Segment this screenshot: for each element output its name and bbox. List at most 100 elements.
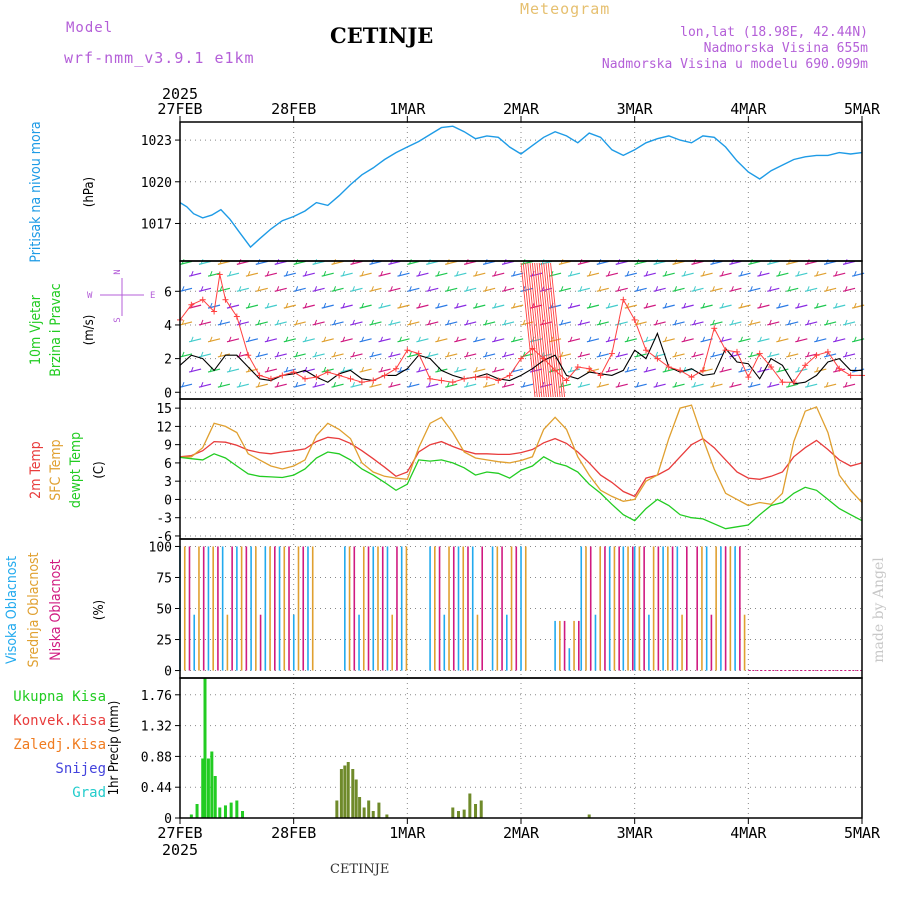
wind-barb-flag <box>598 351 602 358</box>
wind-barb-flag <box>465 259 469 265</box>
wind-barb-flag <box>560 351 564 358</box>
x-tick-label: 28FEB <box>271 100 316 118</box>
wind-barb-flag <box>247 336 251 342</box>
pressure-ylabel: Pritisak na nivou mora <box>28 121 44 262</box>
x-tick-label: 27FEB <box>157 824 202 842</box>
wind-barb-flag <box>219 382 223 388</box>
wind-barb-flag <box>304 366 308 373</box>
wind-barb-flag <box>834 302 838 309</box>
wind-barb-flag <box>333 286 337 292</box>
x-tick-label: 5MAR <box>844 100 881 118</box>
precip-bar <box>189 814 193 818</box>
wind-barb-flag <box>238 286 242 292</box>
wind-barb-flag <box>674 382 678 388</box>
wind-barb-flag <box>844 382 848 388</box>
wind-barb-flag <box>825 319 829 326</box>
precip-bar <box>201 758 205 818</box>
wind-barb-flag <box>455 302 459 309</box>
cloud-ylabel-low: Niska Oblacnost <box>48 559 64 661</box>
wind-barb-flag <box>569 270 573 277</box>
wind-barb-flag <box>219 286 223 292</box>
wind-barb-flag <box>493 270 497 277</box>
wind-barb-flag <box>674 259 678 265</box>
wind-barb-flag <box>777 270 781 277</box>
precip-bar <box>385 814 389 818</box>
wind-barb-flag <box>200 382 204 388</box>
wind-barb-flag <box>399 270 402 277</box>
wind-barb-flag <box>702 302 706 309</box>
y-tick-label: 2 <box>164 353 172 368</box>
wind-barb-flag <box>636 382 640 388</box>
wind-barb-flag <box>399 366 402 373</box>
wind-barb-flag <box>721 270 725 277</box>
wind-barb-flag <box>436 270 440 277</box>
wind-barb-flag <box>626 270 630 277</box>
wind-barb-flag <box>493 366 497 373</box>
wind-barb-flag <box>503 286 507 292</box>
wind-shear-hatch <box>529 262 545 398</box>
wind-barb-flag <box>247 270 251 277</box>
x-tick-label: 4MAR <box>730 824 767 842</box>
precip-bar <box>587 814 591 818</box>
wind-barb-flag <box>768 319 772 326</box>
wind-barb-flag <box>219 351 223 358</box>
wind-barb-flag <box>636 319 640 326</box>
wind-barb-flag <box>323 270 327 277</box>
wind-barb-flag <box>503 351 507 358</box>
wind-barb-flag <box>730 319 734 326</box>
pressure-line <box>179 125 863 249</box>
precip-bar <box>351 769 355 818</box>
wind-barb-flag <box>664 366 668 373</box>
wind-barb-flag <box>588 336 592 342</box>
wind-barb-flag <box>569 366 573 373</box>
wind-barb-flag <box>370 319 374 326</box>
wind-barb-flag <box>787 259 791 265</box>
wind-barb-flag <box>796 270 800 277</box>
compass-w: W <box>87 291 93 301</box>
wind-barb-flag <box>295 319 299 326</box>
wind-gust-line <box>179 274 862 383</box>
wind-barb-flag <box>749 351 753 358</box>
wind-barb-flag <box>361 366 365 373</box>
wind-barb-flag <box>209 336 213 342</box>
wind-barb-flag <box>200 351 204 358</box>
temp-unit: (C) <box>92 461 107 478</box>
wind-barb-flag <box>465 382 469 388</box>
y-tick-label: 1023 <box>141 134 172 149</box>
wind-barb-flag <box>304 336 308 342</box>
wind-barb-flag <box>228 336 232 342</box>
wind-barb-flag <box>484 382 488 388</box>
wind-barb-flag <box>417 366 421 373</box>
y-tick-label: 0 <box>164 665 172 680</box>
wind-barb-flag <box>825 259 829 265</box>
wind-barb-flag <box>276 286 280 292</box>
wind-ylabel-1: 10m Vjetar <box>28 294 44 365</box>
wind-barb-flag <box>598 382 602 388</box>
precip-bar <box>346 762 350 818</box>
wind-barb-flag <box>323 366 327 373</box>
wind-barb-flag <box>352 259 355 265</box>
x-tick-label: 2MAR <box>503 824 540 842</box>
y-tick-label: 0.88 <box>141 750 172 765</box>
precip-legend-item: Snijeg <box>55 761 106 777</box>
wind-barb-flag <box>200 286 204 292</box>
wind-barb-flag <box>257 351 261 358</box>
wind-barb-flag <box>541 259 545 265</box>
cloud-ylabel-mid: Srednja Oblacnost <box>26 552 42 667</box>
wind-barb-flag <box>342 336 346 342</box>
wind-barb-flag <box>758 302 762 309</box>
wind-barb-flag <box>806 319 810 326</box>
location-coords: lon,lat (18.98E, 42.44N) <box>680 25 868 40</box>
wind-barb-flag <box>825 382 829 388</box>
wind-barb-flag <box>493 302 497 309</box>
temp-ylabel-sfc: SFC Temp <box>48 439 64 500</box>
wind-barb-flag <box>522 319 526 326</box>
y-tick-label: 75 <box>156 571 172 586</box>
wind-barb-flag <box>787 382 791 388</box>
precip-legend-item: Ukupna Kisa <box>13 689 106 705</box>
precip-bar <box>229 802 233 818</box>
wind-barb-flag <box>777 336 781 342</box>
wind-barb-flag <box>579 286 583 292</box>
wind-barb-flag <box>674 286 678 292</box>
temp-2m-line <box>179 436 863 498</box>
